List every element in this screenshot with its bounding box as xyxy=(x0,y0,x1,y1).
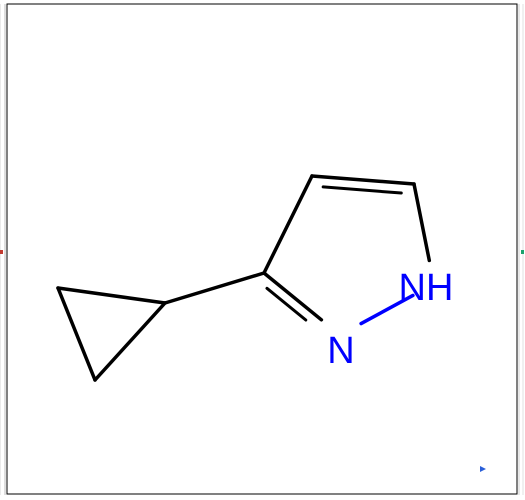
molecule-canvas: N NH xyxy=(0,0,525,500)
atom-label-n: N xyxy=(327,330,354,372)
atom-label-nh: NH xyxy=(399,267,454,309)
